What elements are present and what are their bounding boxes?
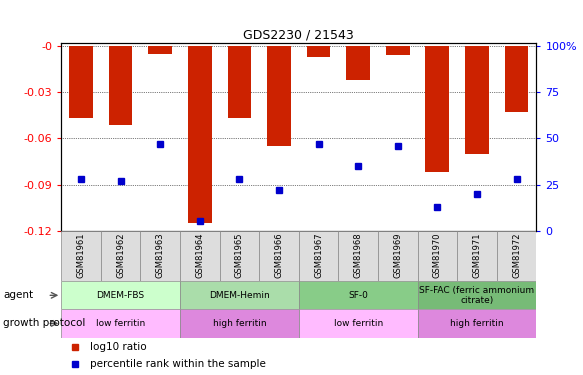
Text: GSM81962: GSM81962: [116, 232, 125, 278]
Bar: [180, 231, 220, 281]
Text: growth protocol: growth protocol: [3, 318, 85, 328]
Text: GSM81968: GSM81968: [354, 232, 363, 278]
Text: GSM81964: GSM81964: [195, 232, 204, 278]
Bar: [108, 46, 132, 125]
Bar: [417, 281, 536, 309]
Bar: [180, 281, 299, 309]
Bar: [346, 46, 370, 80]
Bar: [505, 46, 528, 112]
Bar: [417, 309, 536, 338]
Bar: [188, 46, 212, 223]
Text: SF-FAC (ferric ammonium
citrate): SF-FAC (ferric ammonium citrate): [419, 286, 535, 305]
Text: GSM81967: GSM81967: [314, 232, 323, 278]
Text: percentile rank within the sample: percentile rank within the sample: [90, 359, 266, 369]
Text: GSM81970: GSM81970: [433, 232, 442, 278]
Text: GSM81969: GSM81969: [394, 232, 402, 278]
Bar: [457, 231, 497, 281]
Bar: [61, 281, 180, 309]
Bar: [378, 231, 417, 281]
Bar: [307, 46, 331, 57]
Bar: [465, 46, 489, 154]
Bar: [417, 231, 457, 281]
Text: low ferritin: low ferritin: [96, 319, 145, 328]
Bar: [220, 231, 259, 281]
Bar: [299, 309, 417, 338]
Bar: [141, 231, 180, 281]
Bar: [267, 46, 291, 146]
Text: high ferritin: high ferritin: [450, 319, 504, 328]
Bar: [61, 309, 180, 338]
Text: DMEM-FBS: DMEM-FBS: [97, 291, 145, 300]
Text: agent: agent: [3, 290, 33, 300]
Bar: [148, 46, 172, 54]
Text: log10 ratio: log10 ratio: [90, 342, 146, 352]
Text: low ferritin: low ferritin: [333, 319, 383, 328]
Bar: [69, 46, 93, 118]
Text: GSM81961: GSM81961: [76, 232, 86, 278]
Bar: [497, 231, 536, 281]
Text: GSM81965: GSM81965: [235, 232, 244, 278]
Bar: [299, 281, 417, 309]
Bar: [259, 231, 299, 281]
Title: GDS2230 / 21543: GDS2230 / 21543: [244, 29, 354, 42]
Text: GSM81971: GSM81971: [472, 232, 482, 278]
Bar: [101, 231, 141, 281]
Bar: [227, 46, 251, 118]
Bar: [338, 231, 378, 281]
Bar: [61, 231, 101, 281]
Text: GSM81966: GSM81966: [275, 232, 283, 278]
Text: GSM81972: GSM81972: [512, 232, 521, 278]
Bar: [426, 46, 449, 172]
Bar: [386, 46, 410, 56]
Text: GSM81963: GSM81963: [156, 232, 165, 278]
Text: high ferritin: high ferritin: [213, 319, 266, 328]
Text: DMEM-Hemin: DMEM-Hemin: [209, 291, 270, 300]
Text: SF-0: SF-0: [348, 291, 368, 300]
Bar: [299, 231, 338, 281]
Bar: [180, 309, 299, 338]
